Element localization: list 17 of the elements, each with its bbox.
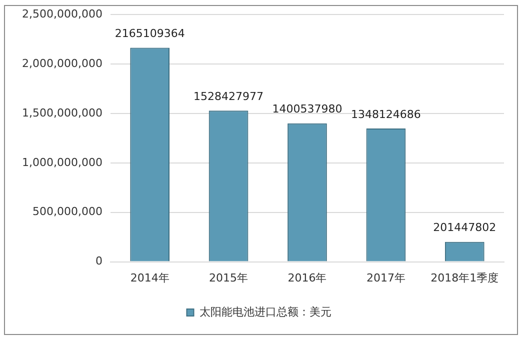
- x-tick-label: 2014年: [130, 271, 170, 284]
- y-tick-label: 500,000,000: [32, 205, 102, 218]
- data-label: 1528427977: [194, 90, 264, 104]
- x-tick-label: 2018年1季度: [430, 271, 499, 284]
- y-tick-label: 2,500,000,000: [22, 7, 102, 20]
- data-label: 1348124686: [350, 108, 421, 121]
- legend-label: 太阳能电池进口总额：美元: [199, 305, 332, 318]
- data-label: 201447802: [433, 221, 496, 234]
- x-tick-label: 2017年: [366, 271, 406, 284]
- y-tick-label: 0: [95, 254, 102, 268]
- x-tick-label: 2015年: [209, 271, 248, 284]
- y-tick-label: 1,000,000,000: [22, 156, 102, 169]
- data-label: 2165109364: [114, 27, 185, 40]
- x-tick-label: 2016年: [288, 271, 327, 284]
- data-label: 1400537980: [272, 102, 342, 116]
- y-tick-label: 1,500,000,000: [22, 106, 102, 120]
- y-tick-label: 2,000,000,000: [22, 56, 102, 70]
